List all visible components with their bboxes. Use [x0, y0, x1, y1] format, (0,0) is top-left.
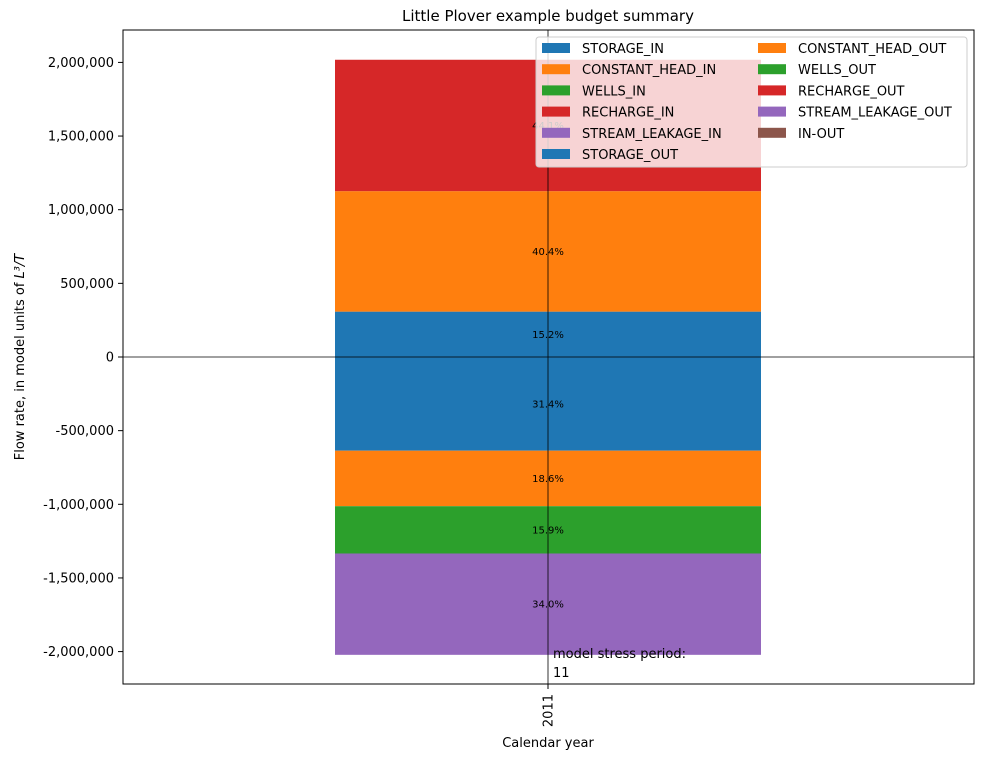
y-axis-label-units: L³/T [13, 253, 28, 279]
legend-swatch [758, 127, 786, 138]
chart-title: Little Plover example budget summary [402, 7, 694, 25]
legend-entry: CONSTANT_HEAD_IN [582, 63, 716, 78]
x-axis: 2011 [542, 684, 557, 727]
legend-box [535, 36, 968, 168]
legend-swatch [758, 106, 786, 117]
y-tick-label: 0 [106, 351, 114, 366]
y-tick-label: -1,500,000 [43, 571, 114, 586]
legend: STORAGE_IN CONSTANT_HEAD_IN WELLS_IN RECHAR… [535, 36, 968, 168]
y-tick-label: 500,000 [60, 277, 114, 292]
legend-entry: WELLS_IN [582, 84, 646, 99]
legend-entry: WELLS_OUT [798, 63, 876, 78]
legend-items: STORAGE_IN CONSTANT_HEAD_IN WELLS_IN RECHAR… [542, 42, 952, 163]
y-tick-label: 1,000,000 [48, 203, 114, 218]
legend-entry: IN-OUT [798, 127, 844, 142]
y-axis-label-text: Flow rate, in model units of [13, 282, 28, 460]
y-tick-label: 1,500,000 [48, 130, 114, 145]
y-axis: -2,000,000 -1,500,000 -1,000,000 -500,000 0 5… [43, 56, 123, 660]
y-tick-label: 2,000,000 [48, 56, 114, 71]
legend-swatch [542, 106, 570, 117]
legend-swatch [542, 43, 570, 53]
legend-swatch [758, 64, 786, 75]
legend-entry: STORAGE_OUT [582, 148, 678, 163]
legend-entry: CONSTANT_HEAD_OUT [798, 42, 946, 57]
y-tick-label: -2,000,000 [43, 645, 114, 660]
stress-period-annotation-line2: 11 [553, 666, 570, 681]
stress-period-annotation-line1: model stress period: [553, 647, 686, 662]
legend-swatch [542, 149, 570, 159]
x-axis-label: Calendar year [502, 736, 594, 751]
legend-swatch [542, 127, 570, 138]
legend-swatch [758, 85, 786, 96]
legend-entry: RECHARGE_OUT [798, 84, 905, 99]
legend-swatch [542, 64, 570, 75]
legend-swatch [758, 43, 786, 53]
y-tick-label: -500,000 [56, 424, 114, 439]
y-tick-label: -1,000,000 [43, 498, 114, 513]
legend-entry: STORAGE_IN [582, 42, 664, 57]
legend-swatch [542, 85, 570, 96]
y-axis-label: Flow rate, in model units of L³/T [13, 253, 28, 461]
x-tick-label: 2011 [542, 694, 557, 727]
legend-entry: STREAM_LEAKAGE_IN [582, 127, 722, 142]
legend-entry: RECHARGE_IN [582, 106, 674, 121]
legend-entry: STREAM_LEAKAGE_OUT [798, 106, 952, 121]
